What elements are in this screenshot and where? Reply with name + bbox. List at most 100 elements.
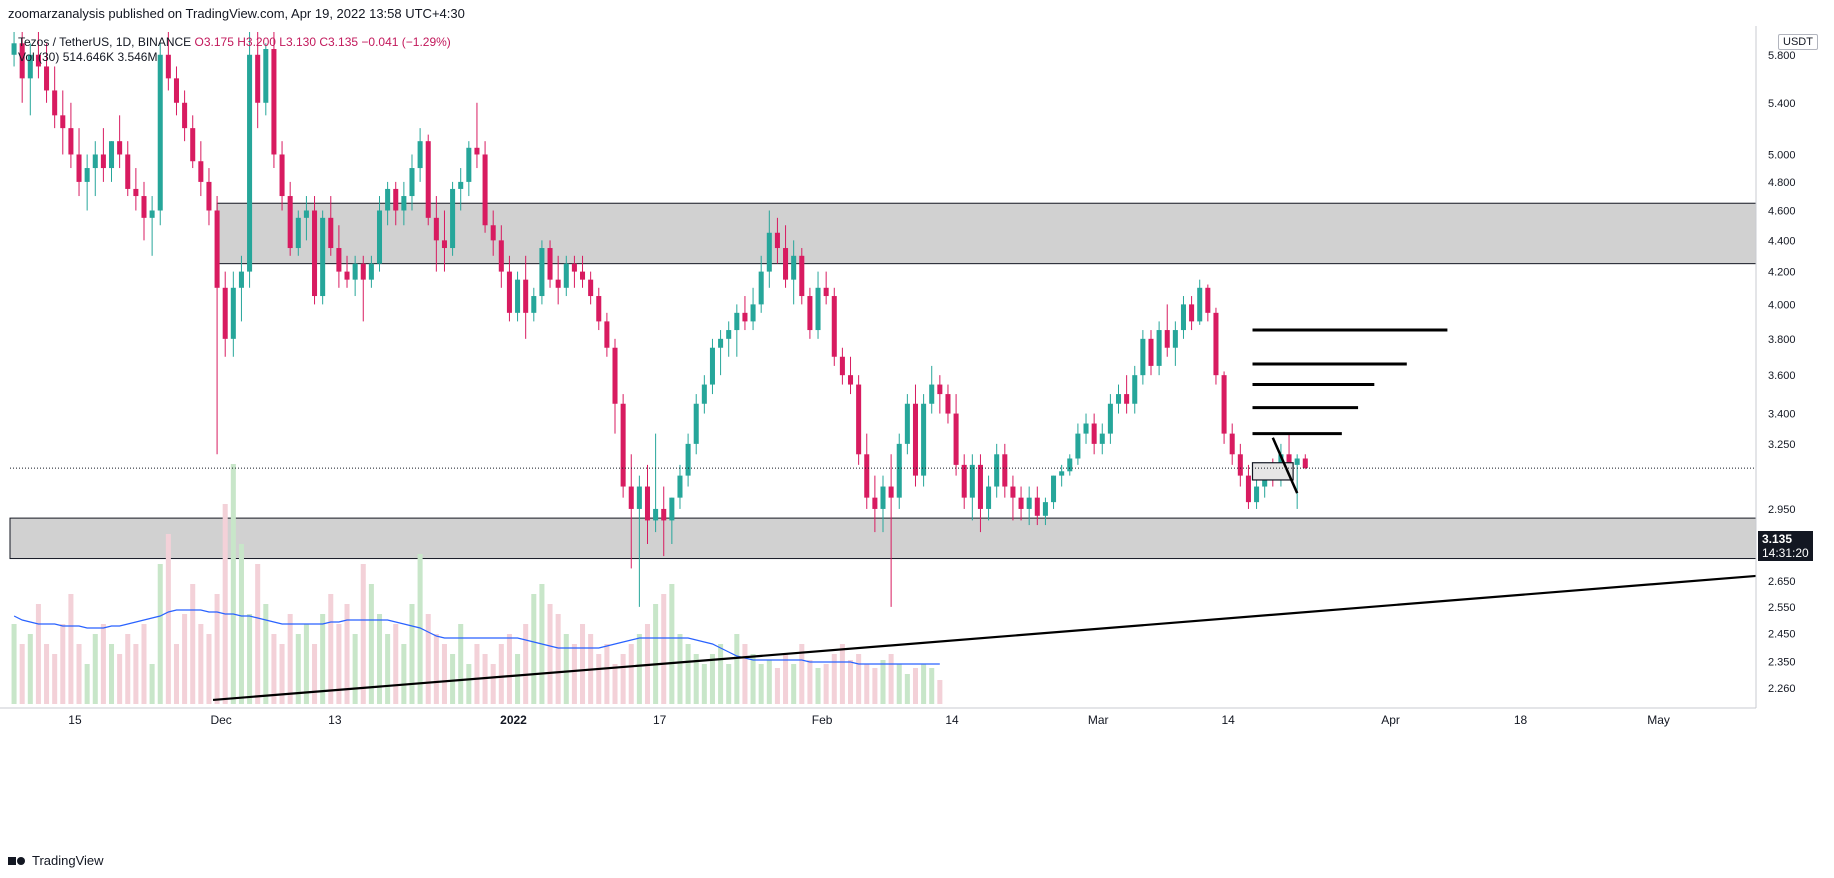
candle-body [1189,304,1195,322]
candle-body [758,271,764,305]
candle [417,128,423,182]
candle [555,255,561,305]
candle [961,454,967,509]
volume-bar [523,624,529,704]
volume-bar [92,634,98,704]
candle-body [547,248,553,280]
candle-body [1002,454,1008,487]
volume-bar [474,644,480,704]
candle [1148,330,1154,376]
candle [336,225,342,288]
candle-body [734,312,740,331]
candle [173,66,179,116]
volume-bar [701,664,707,704]
volume-bar [360,564,366,704]
candle-body [255,54,261,103]
candle-body [628,486,634,509]
candle [206,168,212,226]
candle [441,210,447,272]
footer-brand[interactable]: TradingView [8,853,104,868]
candle [734,304,740,357]
candle-body [360,263,366,280]
chart-area[interactable]: 5.800 5.400 5.000 4.800 4.600 4.400 4.200 4.000… [0,26,1834,858]
candle [385,181,391,226]
candle-body [1083,423,1089,434]
candle-body [100,154,106,169]
volume-bar [831,654,837,704]
volume-bar [904,674,910,704]
candle-body [92,154,98,169]
volume-bar [68,594,74,704]
candle [1132,365,1138,414]
candle [547,240,553,288]
volume-bar [766,660,772,704]
candle-body [726,330,732,339]
candle-body [604,321,610,348]
candle-body [839,356,845,376]
candle-body [198,161,204,182]
candle [1197,279,1203,325]
candle [636,475,642,607]
candle-body [831,296,837,357]
candle [709,338,715,395]
candle-body [458,181,464,189]
price-chart[interactable]: 5.800 5.400 5.000 4.800 4.600 4.400 4.200 4.000… [0,26,1834,858]
candle [1042,497,1048,526]
candle [182,90,188,142]
y-tick-label: 3.400 [1768,409,1796,421]
candle [1034,486,1040,526]
candle-body [425,141,431,218]
candle [644,464,651,544]
candle [360,255,366,322]
candle [880,475,886,533]
candle [1124,375,1130,414]
candle-body [515,279,521,313]
volume-bar [604,644,610,704]
candle [1010,475,1016,521]
candle [108,141,115,182]
candle-body [1245,475,1251,503]
volume-bar [847,660,854,704]
candle-body [953,413,959,465]
volume-bar [368,584,374,704]
candle [425,134,431,226]
volume-bar [27,634,33,704]
candle-body [498,240,504,272]
volume-bar [352,634,358,704]
volume-bar [929,668,935,704]
candle [125,141,131,197]
candle [482,141,488,233]
volume-bar [490,664,496,704]
candle-body [490,225,496,241]
volume-bar [19,644,25,704]
candle [1205,284,1211,322]
candle-body [1254,486,1260,503]
candle-body [52,90,58,116]
candle-body [1124,394,1130,404]
candle [701,375,707,414]
candle [1302,454,1308,470]
candle [238,255,244,322]
candle [1051,475,1057,509]
candle [295,210,301,256]
volume-bar [287,614,293,704]
volume-bar [726,664,732,704]
volume-bar [515,654,521,704]
candle [596,287,602,331]
candle [1156,321,1162,376]
candle [198,141,204,197]
candle [271,32,277,169]
candle [393,181,399,226]
candle [831,287,837,366]
candle-body [523,279,529,313]
candle-body [230,287,236,339]
candle [628,454,634,569]
volume-bar [896,664,902,704]
candle [1107,394,1113,444]
candle-body [1221,375,1227,434]
candle [726,321,732,357]
volume-bar [198,624,204,704]
volume-bar [555,614,561,704]
candle-body [247,54,253,272]
currency-badge[interactable]: USDT [1778,34,1818,50]
